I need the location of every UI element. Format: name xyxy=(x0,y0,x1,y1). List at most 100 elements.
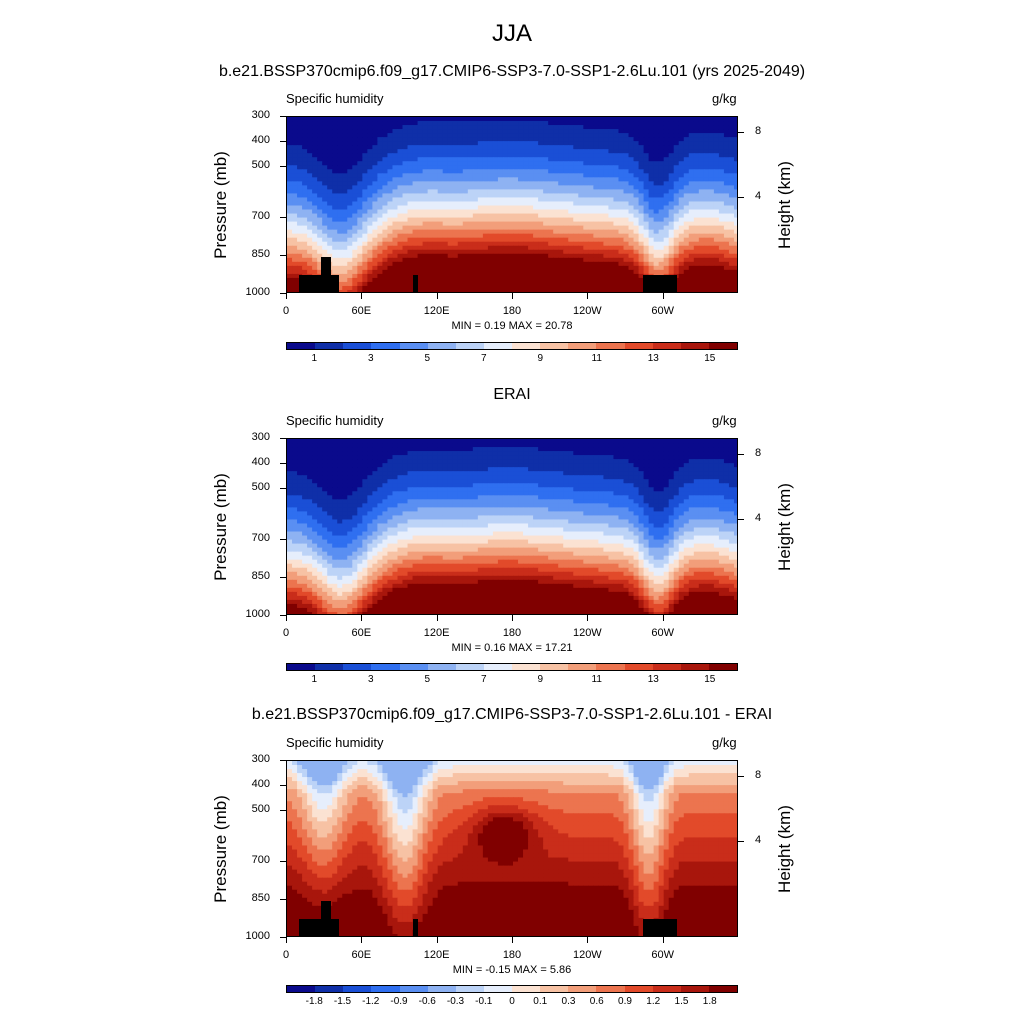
colorbar-swatch xyxy=(680,343,709,349)
heatmap-cell xyxy=(673,145,680,150)
heatmap-cell xyxy=(437,249,444,255)
heatmap-cell xyxy=(603,133,610,138)
heatmap-cell xyxy=(603,245,610,251)
heatmap-cell xyxy=(528,173,534,178)
heatmap-cell xyxy=(533,157,539,162)
heatmap-cell xyxy=(457,133,464,138)
heatmap-cell xyxy=(733,265,737,271)
heatmap-cell xyxy=(297,145,303,150)
heatmap-cell xyxy=(533,121,539,126)
heatmap-cell xyxy=(553,277,559,283)
heatmap-cell xyxy=(623,273,630,279)
heatmap-cell xyxy=(407,257,414,263)
heatmap-cell xyxy=(342,467,348,472)
heatmap-cell xyxy=(693,233,700,239)
heatmap-cell xyxy=(372,277,378,283)
heatmap-cell xyxy=(563,253,569,259)
heatmap-cell xyxy=(482,165,489,170)
heatmap-cell xyxy=(322,221,328,227)
heatmap-cell xyxy=(558,475,564,480)
heatmap-cell xyxy=(347,189,353,195)
heatmap-cell xyxy=(437,277,444,283)
heatmap-cell xyxy=(528,249,534,255)
heatmap-cell xyxy=(507,181,514,186)
heatmap-cell xyxy=(713,447,720,452)
heatmap-cell xyxy=(733,233,737,239)
heatmap-cell xyxy=(352,277,358,283)
heatmap-cell xyxy=(317,253,323,259)
heatmap-cell xyxy=(653,141,660,146)
heatmap-cell xyxy=(467,253,474,259)
heatmap-cell xyxy=(307,137,313,142)
heatmap-cell xyxy=(472,451,479,456)
heatmap-cell xyxy=(718,233,725,239)
heatmap-cell xyxy=(703,189,710,195)
heatmap-cell xyxy=(327,189,333,195)
heatmap-cell xyxy=(703,447,710,452)
heatmap-cell xyxy=(487,439,494,444)
heatmap-cell xyxy=(658,133,665,138)
heatmap-cell xyxy=(377,225,384,231)
heatmap-cell xyxy=(688,145,695,150)
heatmap-cell xyxy=(442,133,449,138)
heatmap-cell xyxy=(352,213,358,219)
heatmap-cell xyxy=(713,173,720,178)
heatmap-cell xyxy=(653,463,660,468)
heatmap-cell xyxy=(533,177,539,182)
heatmap-cell xyxy=(648,157,655,162)
heatmap-cell xyxy=(442,269,449,275)
heatmap-cell xyxy=(387,161,394,166)
heatmap-cell xyxy=(598,237,604,243)
heatmap-cell xyxy=(487,145,494,150)
heatmap-cell xyxy=(502,253,509,259)
heatmap-cell xyxy=(287,265,293,271)
heatmap-cell xyxy=(668,463,675,468)
heatmap-cell xyxy=(477,245,484,251)
heatmap-cell xyxy=(628,217,635,223)
heatmap-cell xyxy=(317,447,323,452)
heatmap-cell xyxy=(332,125,338,130)
heatmap-cell xyxy=(422,177,429,182)
heatmap-cell xyxy=(342,277,348,283)
heatmap-cell xyxy=(713,165,720,170)
heatmap-cell xyxy=(713,121,720,126)
heatmap-cell xyxy=(372,177,378,182)
heatmap-cell xyxy=(688,467,695,472)
heatmap-cell xyxy=(457,277,464,283)
heatmap-cell xyxy=(573,177,579,182)
heatmap-cell xyxy=(658,165,665,170)
heatmap-cell xyxy=(603,125,610,130)
heatmap-cell xyxy=(538,273,544,279)
heatmap-cell xyxy=(663,153,670,158)
heatmap-cell xyxy=(412,209,419,215)
heatmap-cell xyxy=(402,141,409,146)
heatmap-cell xyxy=(427,169,434,174)
heatmap-cell xyxy=(472,201,479,207)
heatmap-cell xyxy=(723,249,730,255)
heatmap-cell xyxy=(427,277,434,283)
heatmap-cell xyxy=(432,447,439,452)
heatmap-cell xyxy=(728,193,735,199)
heatmap-cell xyxy=(392,245,399,251)
heatmap-cell xyxy=(382,201,389,207)
x-tick-label: 0 xyxy=(282,305,290,317)
heatmap-cell xyxy=(608,241,615,247)
heatmap-cell xyxy=(718,145,725,150)
heatmap-cell xyxy=(327,451,333,456)
heatmap-cell xyxy=(513,169,519,174)
heatmap-cell xyxy=(688,285,695,291)
heatmap-cell xyxy=(352,149,358,154)
heatmap-cell xyxy=(628,471,635,476)
heatmap-cell xyxy=(523,443,529,448)
heatmap-cell xyxy=(658,217,665,223)
heatmap-cell xyxy=(568,261,574,267)
heatmap-cell xyxy=(693,471,700,476)
heatmap-cell xyxy=(613,479,620,484)
heatmap-cell xyxy=(382,285,389,291)
heatmap-cell xyxy=(598,245,604,251)
heatmap-cell xyxy=(327,241,333,247)
heatmap-cell xyxy=(688,459,695,464)
heatmap-cell xyxy=(648,185,655,191)
heatmap-cell xyxy=(658,463,665,468)
heatmap-cell xyxy=(422,169,429,174)
